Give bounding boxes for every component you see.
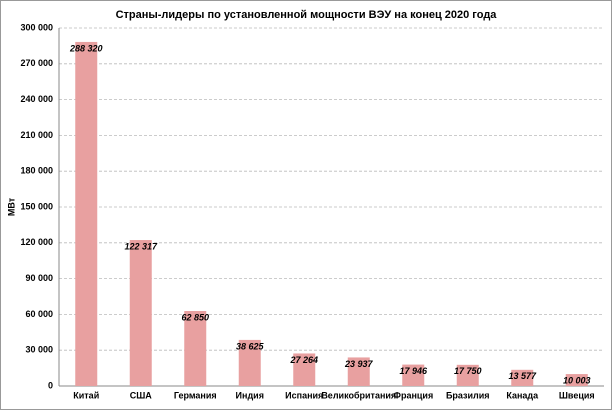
value-label: 23 937 — [344, 359, 374, 369]
bar — [129, 240, 152, 386]
bar — [347, 357, 370, 386]
x-tick-label: Китай — [73, 390, 99, 400]
value-label: 62 850 — [181, 312, 209, 322]
bar — [184, 310, 207, 386]
y-tick-label: 270 000 — [20, 58, 53, 68]
value-label: 122 317 — [124, 241, 158, 251]
x-tick-label: США — [130, 390, 153, 400]
bar — [293, 353, 316, 386]
x-tick-label: Швеция — [559, 390, 595, 400]
y-tick-label: 180 000 — [20, 166, 53, 176]
y-tick-label: 60 000 — [25, 309, 53, 319]
value-label: 288 320 — [69, 43, 103, 53]
y-tick-label: 0 — [48, 380, 53, 390]
bar — [456, 364, 479, 386]
value-label: 17 750 — [454, 366, 482, 376]
value-label: 13 577 — [508, 371, 537, 381]
value-label: 10 003 — [563, 375, 591, 385]
bar — [238, 339, 261, 386]
y-tick-label: 120 000 — [20, 237, 53, 247]
y-axis-label: МВт — [6, 197, 16, 216]
x-tick-label: Великобритания — [321, 390, 396, 400]
x-tick-label: Германия — [174, 390, 217, 400]
value-label: 17 946 — [399, 366, 428, 376]
value-label: 38 625 — [236, 341, 265, 351]
value-label: 27 264 — [289, 355, 318, 365]
bar — [565, 374, 588, 386]
y-tick-label: 210 000 — [20, 130, 53, 140]
y-tick-label: 150 000 — [20, 201, 53, 211]
bar — [75, 41, 98, 386]
bar — [511, 369, 534, 386]
chart-title: Страны-лидеры по установленной мощности … — [116, 9, 498, 21]
x-tick-label: Франция — [393, 390, 433, 400]
y-tick-label: 30 000 — [25, 345, 53, 355]
x-tick-label: Бразилия — [446, 390, 490, 400]
bar — [402, 364, 425, 386]
x-tick-label: Индия — [236, 390, 264, 400]
x-tick-label: Испания — [285, 390, 323, 400]
y-tick-label: 300 000 — [20, 22, 53, 32]
y-tick-label: 90 000 — [25, 273, 53, 283]
y-tick-label: 240 000 — [20, 94, 53, 104]
x-tick-label: Канада — [506, 390, 539, 400]
